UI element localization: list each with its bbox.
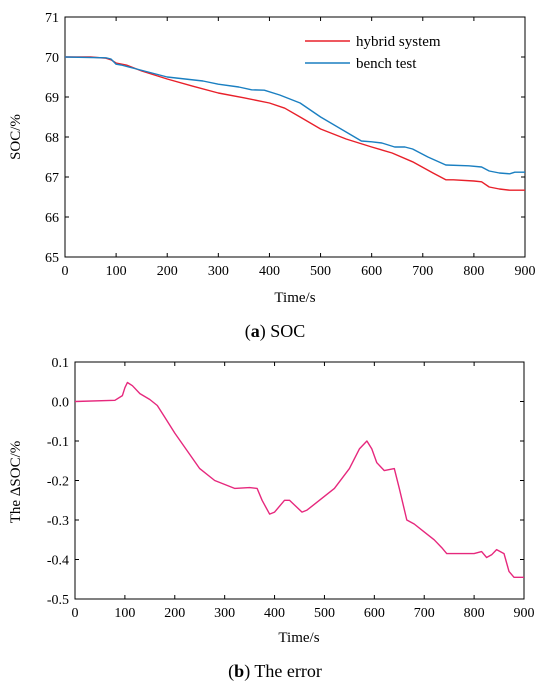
panel-b-x-tick-label: 100 [114,606,135,621]
panel-a-y-axis: 65 66 67 68 69 70 71 [45,11,525,266]
panel-b-x-tick-label: 400 [264,606,285,621]
panel-b-caption: (b) The error [228,661,322,682]
panel-a-x-tick-label: 700 [412,264,433,279]
panel-a-x-tick-label: 600 [361,264,382,279]
panel-a-x-tick-label: 0 [62,264,69,279]
panel-a-y-axis-label: SOC/% [8,114,24,160]
panel-a-series-line-hybrid-system [65,56,525,191]
panel-b-x-tick-label: 800 [464,606,485,621]
panel-b-x-axis-label: Time/s [278,630,319,646]
panel-a-caption: (a) SOC [245,321,306,342]
panel-a-x-axis: 0 100 200 300 400 500 600 700 800 900 [62,17,536,279]
panel-b-y-tick-label: 0.1 [52,356,70,371]
panel-b-x-tick-label: 700 [414,606,435,621]
panel-a-caption-close: ) [260,321,266,342]
panel-a-plot-frame [64,16,526,258]
panel-b-y-tick-label: -0.5 [47,593,69,608]
panel-a-chart: 0 100 200 300 400 500 600 700 800 900 65 66 67 68 69 7… [8,11,536,342]
panel-a-caption-open: ( [245,321,251,342]
panel-a-x-tick-label: 100 [106,264,127,279]
panel-b-chart: 0 100 200 300 400 500 600 700 800 900 0.1 0.0 -0.1 -… [8,356,535,682]
panel-a-y-tick-label: 65 [45,251,59,266]
panel-b-y-axis: 0.1 0.0 -0.1 -0.2 -0.3 -0.4 -0.5 [47,356,524,608]
panel-a-legend: hybrid system bench test [305,34,441,72]
panel-a-x-tick-label: 400 [259,264,280,279]
panel-b-x-tick-label: 200 [164,606,185,621]
legend-label-bench-test: bench test [356,56,417,72]
panel-b-y-tick-label: 0.0 [52,396,70,411]
panel-b-x-tick-label: 300 [214,606,235,621]
panel-a-x-axis-label: Time/s [274,290,315,306]
panel-a-x-tick-label: 900 [515,264,536,279]
panel-b-y-tick-label: -0.1 [47,435,69,450]
panel-b-x-tick-label: 0 [72,606,79,621]
panel-a-series-line-bench-test [64,56,525,175]
panel-b-x-axis: 0 100 200 300 400 500 600 700 800 900 [72,362,535,621]
panel-a-series-group [64,56,525,191]
panel-a-y-tick-label: 70 [45,51,59,66]
panel-a-x-tick-label: 500 [310,264,331,279]
panel-a-y-tick-label: 69 [45,91,59,106]
panel-b-caption-letter: b [234,661,244,681]
panel-b-y-tick-label: -0.3 [47,514,69,529]
panel-a-x-tick-label: 200 [157,264,178,279]
panel-b-y-axis-label: The ΔSOC/% [8,441,24,524]
panel-b-y-tick-label: -0.2 [47,475,69,490]
panel-b-caption-close: ) [244,661,250,682]
panel-a-x-tick-label: 800 [463,264,484,279]
panel-b-y-tick-label: -0.4 [47,554,69,569]
panel-a-y-tick-label: 68 [45,131,59,146]
panel-a-x-tick-label: 300 [208,264,229,279]
panel-b-plot-frame [74,361,525,600]
panel-a-caption-letter: a [251,321,260,341]
panel-b-x-tick-label: 500 [314,606,335,621]
panel-b-series-group [74,381,524,578]
panel-b-x-tick-label: 600 [364,606,385,621]
panel-b-series-line-error [74,381,524,578]
legend-label-hybrid-system: hybrid system [356,34,441,50]
panel-a-y-tick-label: 67 [45,171,59,186]
panel-a-y-tick-label: 71 [45,11,59,26]
panel-b-x-tick-label: 900 [514,606,535,621]
panel-b-caption-open: ( [228,661,234,682]
panel-b-caption-text: The error [250,661,322,681]
panel-a-caption-text: SOC [266,321,306,341]
panel-a-y-tick-label: 66 [45,211,59,226]
